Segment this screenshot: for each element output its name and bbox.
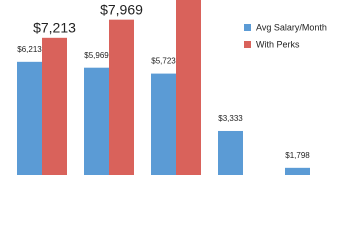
data-label: $1,798 bbox=[285, 151, 310, 160]
legend-label: With Perks bbox=[256, 39, 300, 49]
data-label: $5,969 bbox=[84, 51, 109, 60]
bar bbox=[218, 130, 243, 175]
bar bbox=[151, 73, 176, 175]
bar bbox=[109, 19, 134, 175]
data-label: $5,723 bbox=[151, 57, 176, 66]
data-label: $3,333 bbox=[218, 114, 243, 123]
data-label: $7,969 bbox=[100, 1, 143, 17]
bar bbox=[176, 0, 201, 175]
chart: $6,213 $5,969 $5,723 $3,333 $1,798 $7,213 $7,9… bbox=[17, 0, 327, 175]
legend-label: Avg Salary/Month bbox=[256, 22, 327, 32]
bar bbox=[84, 67, 109, 175]
data-label: $6,213 bbox=[17, 45, 42, 54]
page: {"chart_data": {"type": "bar", "categori… bbox=[17, 0, 327, 175]
bar bbox=[285, 167, 310, 175]
data-label: $7,213 bbox=[33, 20, 76, 36]
legend-swatch bbox=[244, 24, 251, 31]
bar bbox=[17, 61, 42, 175]
legend-swatch bbox=[244, 41, 251, 48]
bar bbox=[42, 37, 67, 175]
